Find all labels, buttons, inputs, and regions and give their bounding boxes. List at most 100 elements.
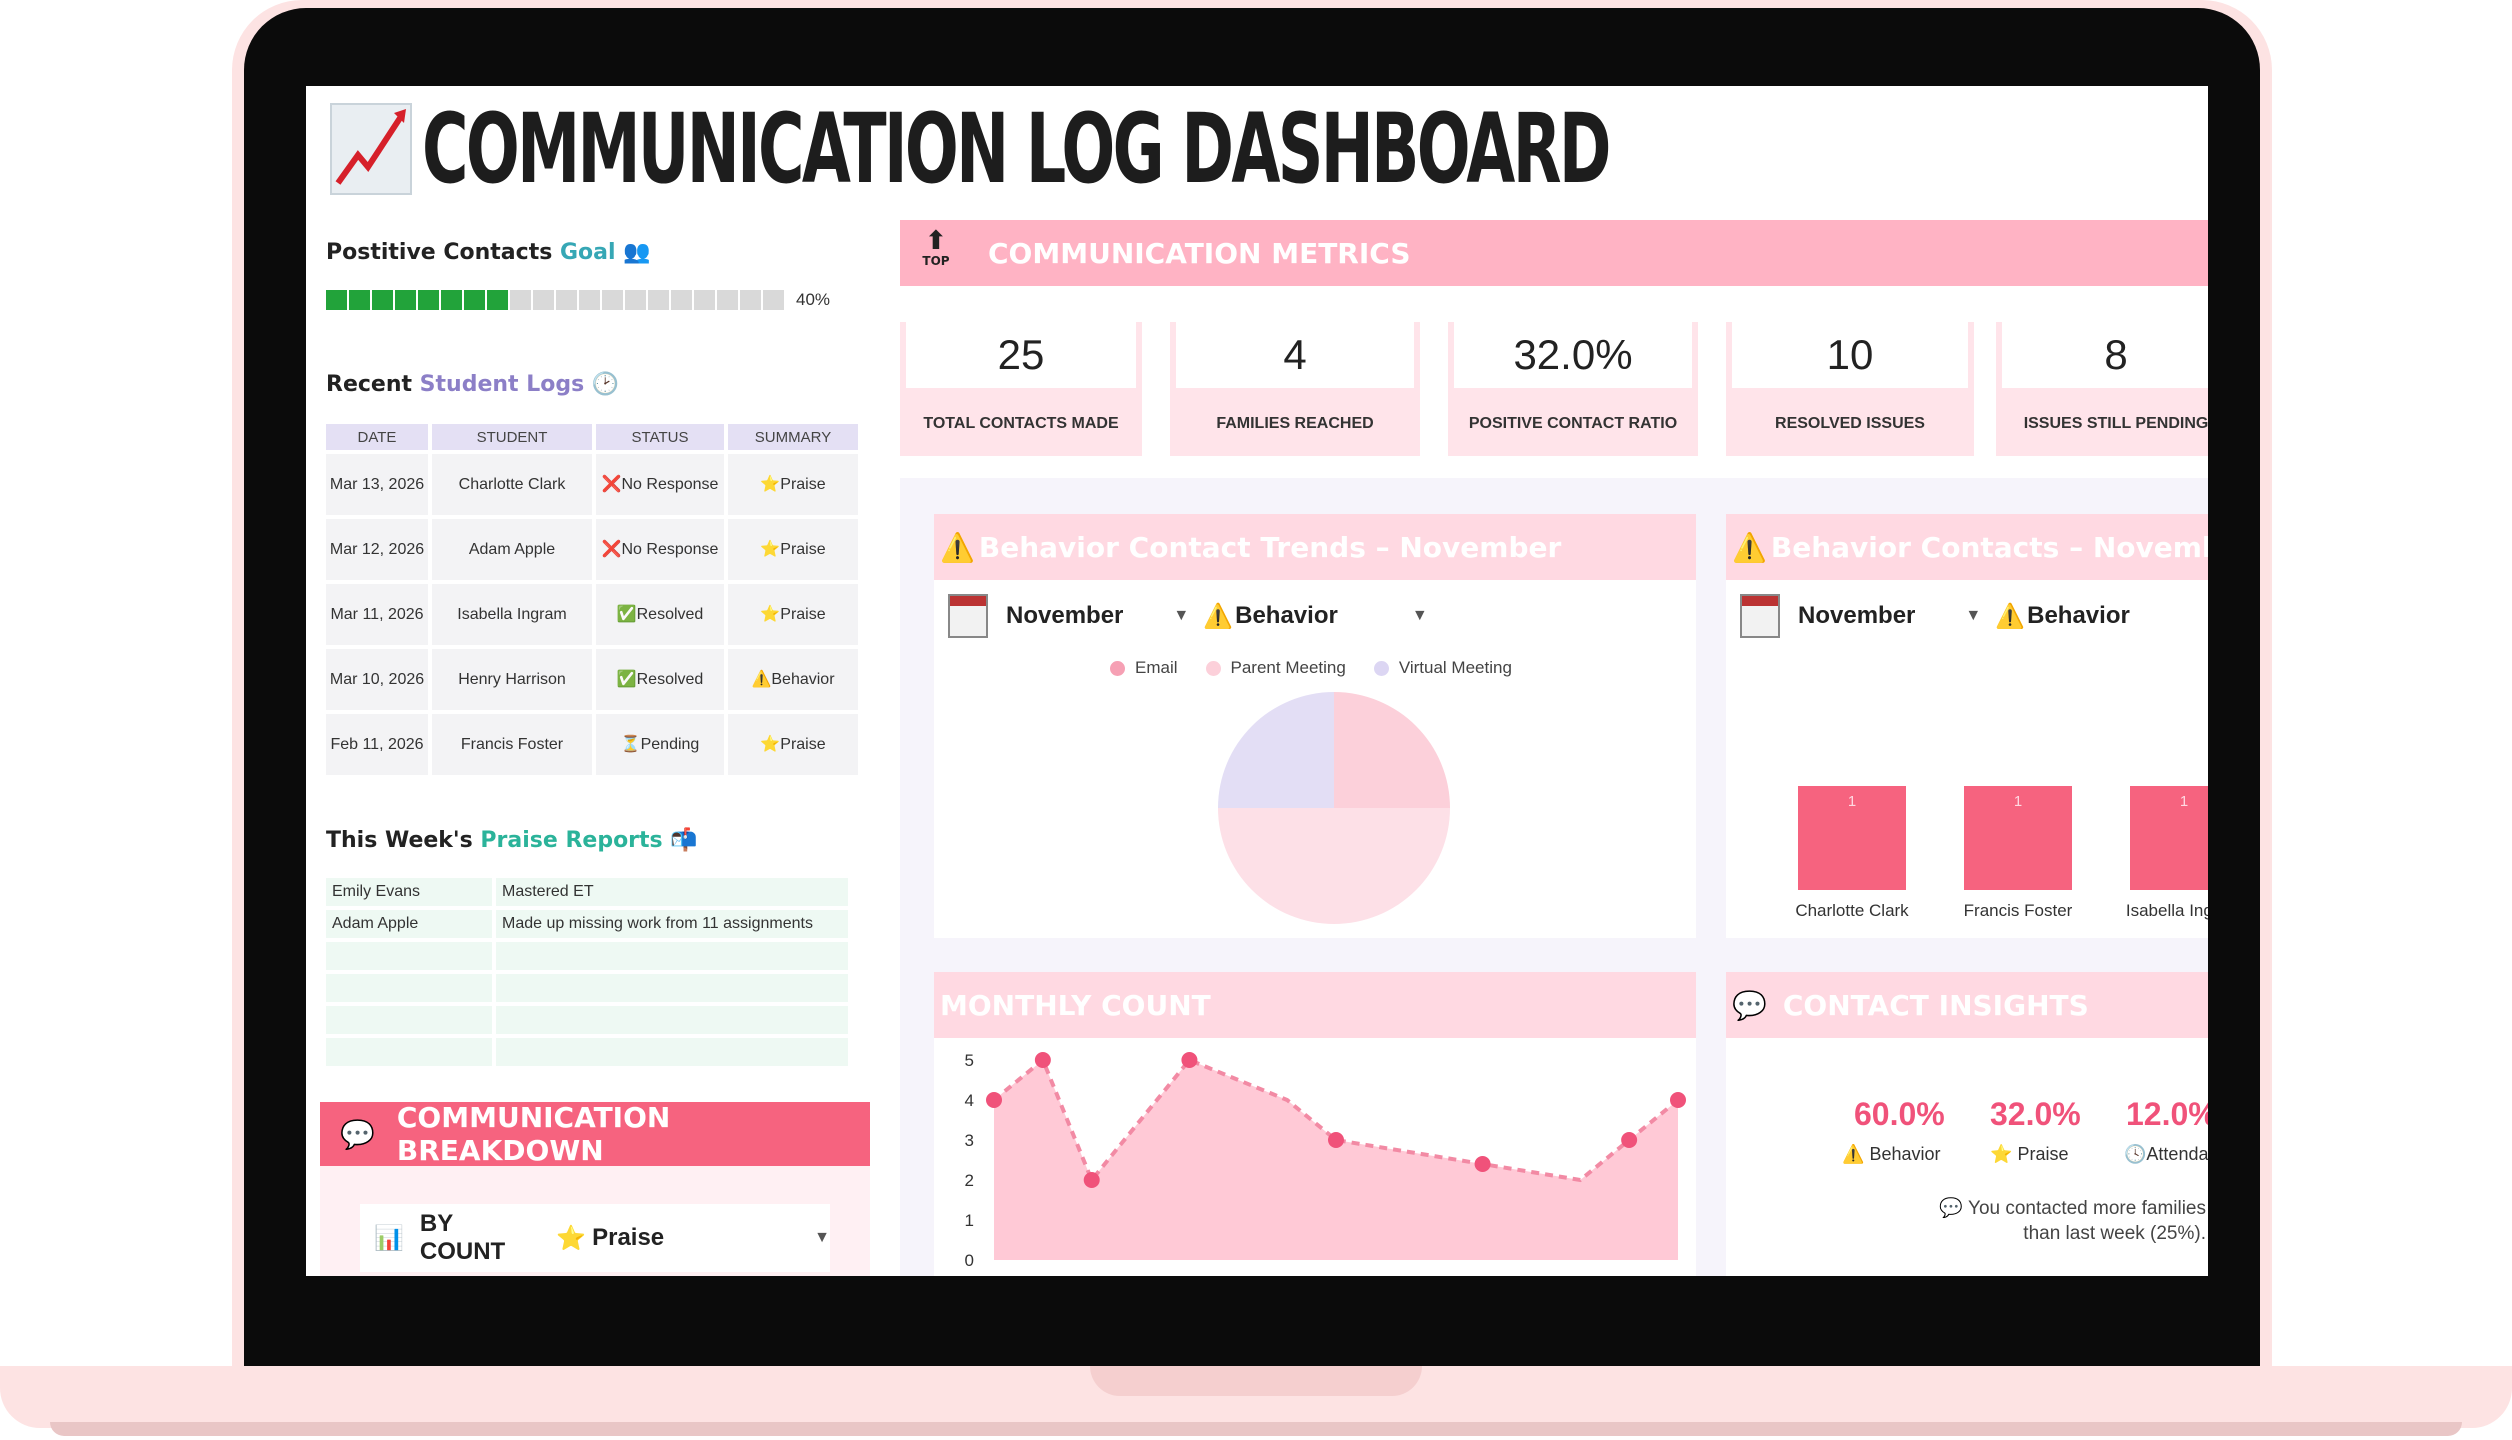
log-summary: ⚠️Behavior — [728, 649, 858, 710]
table-row: Mar 11, 2026 Isabella Ingram ✅Resolved ⭐Pra… — [326, 584, 858, 645]
praise-student — [326, 1006, 492, 1034]
data-point — [986, 1092, 1002, 1108]
insight-note: 💬 You contacted more families than last … — [1866, 1196, 2206, 1246]
legend-swatch — [1373, 660, 1389, 676]
chevron-down-icon[interactable]: ▼ — [814, 1229, 830, 1246]
summary-icon: ⭐ — [760, 736, 781, 753]
warning-icon: ⚠️ — [1842, 1144, 1865, 1164]
trends-title: Behavior Contact Trends – November — [978, 530, 1562, 564]
table-row: Mar 10, 2026 Henry Harrison ✅Resolved ⚠️Beh… — [326, 649, 858, 710]
contacts-title: Behavior Contacts – November — [1770, 530, 2208, 564]
contacts-filters: November ▼ ⚠️ Behavior — [1740, 594, 2130, 638]
bar — [2130, 786, 2208, 890]
check-icon: ✅ — [616, 671, 637, 688]
progress-segment — [763, 290, 784, 310]
log-student: Adam Apple — [432, 519, 592, 580]
bar-category-label: Francis Foster — [1964, 901, 2073, 920]
insights-header: 💬 CONTACT INSIGHTS — [1726, 972, 2208, 1038]
category-filter[interactable]: Behavior — [1235, 602, 1338, 629]
pie-slice-parent-meeting — [1218, 808, 1450, 924]
metric-value: 10 — [1732, 322, 1968, 388]
insight-label-text: Attendance — [2146, 1144, 2208, 1164]
goal-title: Postitive Contacts Goal 👥 — [326, 240, 651, 265]
metrics-header: ⬆ TOP COMMUNICATION METRICS — [900, 220, 2208, 286]
chevron-down-icon[interactable]: ▼ — [1411, 607, 1428, 624]
by-count-filter[interactable]: 📊 BY COUNT ⭐ Praise ▼ — [360, 1204, 830, 1272]
contacts-bar-chart: 1 Charlotte Clark 1 Francis Foster 1 Isabella… — [1795, 786, 2208, 920]
data-point — [1034, 1052, 1051, 1068]
goal-label: Postitive Contacts — [326, 240, 560, 265]
chevron-down-icon[interactable]: ▼ — [1965, 607, 1982, 624]
log-status: ⏳Pending — [596, 714, 724, 775]
pie-slice-email — [1334, 692, 1450, 808]
monthly-header: MONTHLY COUNT — [934, 972, 1696, 1038]
log-date: Mar 10, 2026 — [326, 649, 428, 710]
insights-title: CONTACT INSIGHTS — [1782, 988, 2089, 1022]
warning-icon: ⚠️ — [1732, 530, 1767, 564]
chevron-down-icon[interactable]: ▼ — [1173, 607, 1190, 624]
star-icon: ⭐ — [556, 1224, 587, 1252]
monthly-card: MONTHLY COUNT 0 1 2 3 4 5 — [934, 972, 1696, 1276]
legend-label: Email — [1135, 658, 1178, 677]
top-arrow-icon[interactable]: ⬆ TOP — [916, 228, 956, 278]
list-item — [326, 1038, 848, 1066]
col-summary: SUMMARY — [728, 424, 858, 450]
trends-card: ⚠️ Behavior Contact Trends – November No… — [934, 514, 1696, 938]
area-fill — [994, 1060, 1678, 1260]
goal-progress-bar: 40% — [326, 290, 830, 310]
insight-label-attendance: 🕓Attendance — [2124, 1144, 2208, 1165]
col-status: STATUS — [596, 424, 724, 450]
summary-icon: ⭐ — [760, 476, 781, 493]
summary-text: Praise — [780, 541, 826, 558]
category-filter[interactable]: Behavior — [2027, 602, 2130, 629]
log-status: ✅Resolved — [596, 649, 724, 710]
insights-card: 💬 CONTACT INSIGHTS 60.0% 32.0% 12.0% ⚠️ … — [1726, 972, 2208, 1276]
insight-pct-attendance: 12.0% — [2126, 1096, 2208, 1132]
log-status: ✅Resolved — [596, 584, 724, 645]
bar-category-label: Charlotte Clark — [1795, 901, 1909, 920]
monthly-title: MONTHLY COUNT — [940, 988, 1211, 1022]
log-date: Mar 11, 2026 — [326, 584, 428, 645]
speech-bubble-icon: 💬 — [340, 1117, 375, 1151]
log-date: Feb 11, 2026 — [326, 714, 428, 775]
list-item — [326, 1006, 848, 1034]
y-tick-label: 3 — [965, 1131, 974, 1150]
praise-student — [326, 942, 492, 970]
progress-segment — [717, 290, 738, 310]
page-title: COMMUNICATION LOG DASHBOARD — [422, 93, 1611, 205]
status-text: No Response — [621, 541, 719, 558]
insight-pct-behavior: 60.0% — [1854, 1096, 1945, 1132]
status-text: Resolved — [636, 606, 704, 623]
metric-value: 4 — [1176, 322, 1414, 388]
month-filter[interactable]: November — [1798, 602, 1916, 629]
metric-total-contacts: 25 TOTAL CONTACTS MADE — [900, 322, 1142, 456]
log-summary: ⭐Praise — [728, 584, 858, 645]
progress-segment — [372, 290, 393, 310]
metric-pending-issues: 8 ISSUES STILL PENDING — [1996, 322, 2208, 456]
praise-student — [326, 974, 492, 1002]
bar-chart-icon: 📊 — [374, 1224, 404, 1252]
log-date: Mar 13, 2026 — [326, 454, 428, 515]
progress-segment — [441, 290, 462, 310]
insight-note-line1: You contacted more families — [1968, 1198, 2206, 1219]
summary-icon: ⚠️ — [751, 671, 772, 688]
bar-data-label: 1 — [2014, 793, 2022, 810]
month-filter[interactable]: November — [1006, 602, 1124, 629]
check-icon: ✅ — [616, 606, 637, 623]
insight-label-text: Behavior — [1869, 1144, 1941, 1164]
data-point — [1670, 1092, 1686, 1108]
log-student: Charlotte Clark — [432, 454, 592, 515]
bar-category-label: Isabella Ingram — [2126, 901, 2208, 920]
warning-icon: ⚠️ — [1995, 602, 2026, 630]
summary-icon: ⭐ — [760, 606, 781, 623]
data-point — [1474, 1156, 1491, 1172]
table-row: Feb 11, 2026 Francis Foster ⏳Pending ⭐Prais… — [326, 714, 858, 775]
calendar-icon — [948, 594, 988, 638]
status-text: Pending — [640, 736, 700, 753]
status-icon: ⏳ — [620, 736, 641, 753]
clock-icon: 🕑 — [591, 372, 620, 397]
praise-note — [496, 974, 848, 1002]
progress-segment — [349, 290, 370, 310]
bar-data-label: 1 — [2180, 793, 2188, 810]
metrics-title: COMMUNICATION METRICS — [988, 236, 1411, 270]
